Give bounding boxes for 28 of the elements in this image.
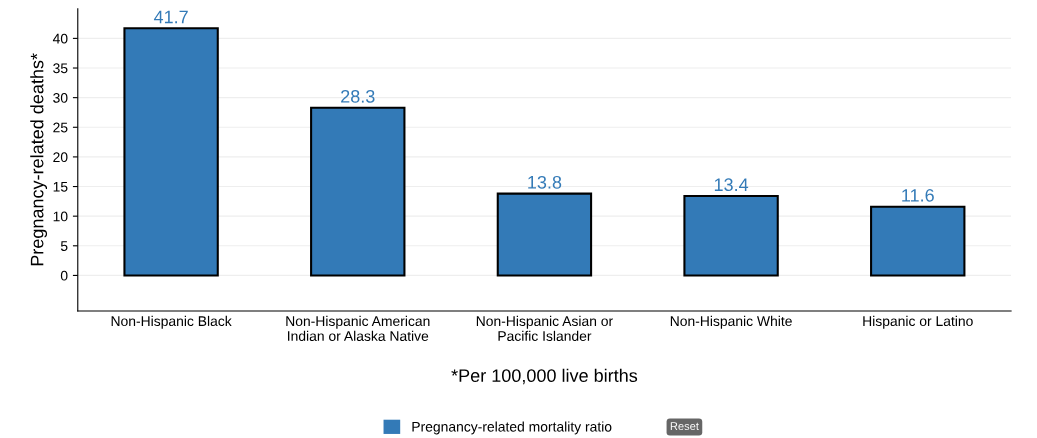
bar	[496, 192, 593, 277]
bar	[870, 205, 966, 277]
data-label: 13.8	[528, 175, 562, 189]
data-label: 28.3	[341, 89, 375, 103]
y-axis-title: Pregnancy-related deaths*	[30, 53, 48, 266]
text: Reset	[670, 422, 699, 431]
data-label: 11.6	[902, 188, 934, 202]
data-label: 41.7	[153, 10, 188, 24]
y-tick-label: 25	[53, 122, 68, 133]
y-tick-label: 40	[52, 33, 68, 44]
bar	[683, 194, 779, 277]
x-tick-label: Non-Hispanic White	[670, 315, 792, 329]
y-tick-label: 5	[60, 241, 68, 251]
legend-label: Pregnancy-related mortality ratio	[412, 421, 612, 435]
y-tick-label: 20	[53, 152, 68, 163]
bar	[123, 27, 219, 277]
data-label: 13.4	[714, 178, 749, 192]
y-tick-label: 35	[53, 63, 68, 74]
y-tick-label: 30	[53, 92, 68, 103]
x-tick-label: Non-Hispanic Asian or Pacific Islander	[476, 315, 613, 341]
bar	[310, 106, 406, 277]
x-tick-label: Non-Hispanic Black	[111, 315, 232, 329]
y-tick-label: 15	[53, 182, 68, 192]
x-tick-label: Non-Hispanic American Indian or Alaska Native	[286, 315, 430, 341]
x-tick-label: Hispanic or Latino	[863, 315, 973, 329]
x-axis-title: *Per 100,000 live births	[451, 368, 638, 385]
y-tick-label: 0	[60, 270, 68, 281]
y-tick-label: 10	[53, 211, 68, 222]
